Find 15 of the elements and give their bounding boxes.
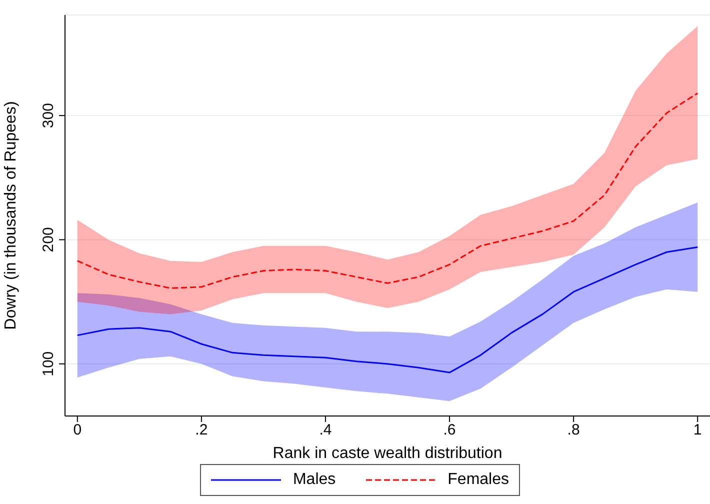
x-axis-title: Rank in caste wealth distribution bbox=[272, 445, 502, 462]
y-tick-label: 300 bbox=[40, 103, 57, 128]
x-tick-label: 0 bbox=[73, 422, 82, 439]
y-axis-title: Dowry (in thousands of Rupees) bbox=[2, 101, 20, 330]
y-tick-label: 100 bbox=[40, 351, 57, 376]
x-tick-label: .2 bbox=[195, 422, 208, 439]
line-series bbox=[76, 246, 698, 374]
legend-label: Males bbox=[292, 471, 336, 489]
x-tick-label: 1 bbox=[693, 422, 702, 439]
y-tick-label: 200 bbox=[40, 227, 57, 252]
x-tick-label: .8 bbox=[567, 422, 580, 439]
x-tick-label: .6 bbox=[443, 422, 456, 439]
x-tick-label: .4 bbox=[319, 422, 332, 439]
line-series bbox=[76, 92, 698, 289]
legend-label: Females bbox=[448, 471, 510, 489]
